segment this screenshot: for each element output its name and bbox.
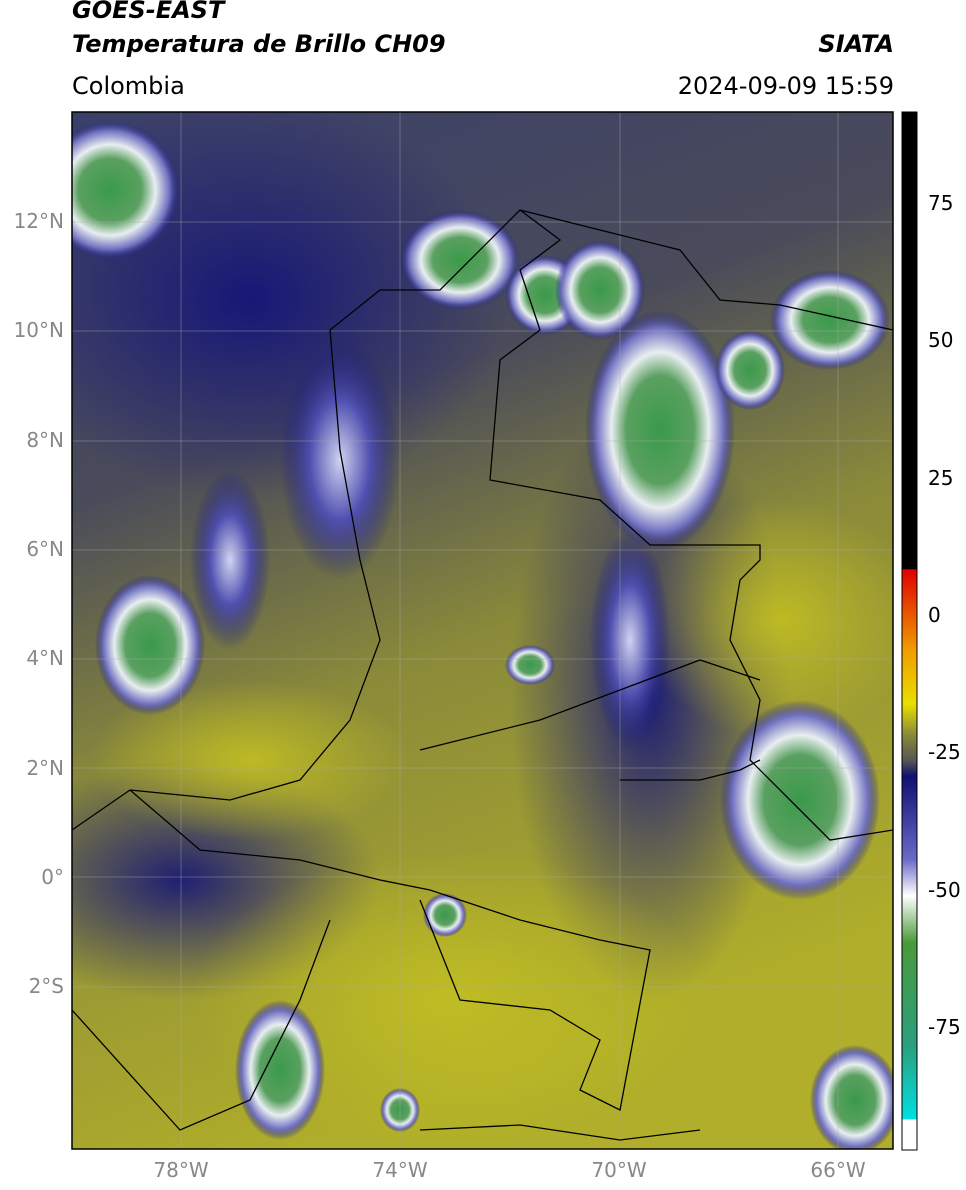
source: SIATA [818, 30, 894, 58]
colorbar-tick-label: 0 [928, 602, 941, 627]
satellite-image [72, 112, 893, 1149]
lat-label: 8°N [26, 427, 64, 452]
lat-label: 2°N [26, 755, 64, 780]
lat-label: 4°N [26, 646, 64, 671]
colorbar [901, 111, 918, 1151]
colorbar-tick-label: -75 [928, 1014, 961, 1039]
colorbar-tick-label: 50 [928, 328, 954, 353]
colorbar-tick-label: -50 [928, 877, 961, 902]
lon-label: 78°W [153, 1158, 209, 1182]
satellite-title: GOES-EAST [72, 0, 225, 24]
region: Colombia [72, 72, 185, 100]
lat-label: 6°N [26, 536, 64, 561]
borders [72, 209, 893, 1141]
graticule [72, 112, 893, 1149]
lon-label: 74°W [372, 1158, 428, 1182]
lat-label: 10°N [13, 318, 64, 343]
lon-label: 70°W [591, 1158, 647, 1182]
lat-label: 2°S [28, 974, 64, 999]
product-title: Temperatura de Brillo CH09 [72, 30, 446, 58]
colorbar-tick-label: -25 [928, 740, 961, 765]
lat-label: 0° [41, 864, 64, 889]
lon-label: 66°W [810, 1158, 866, 1182]
lat-label: 12°N [13, 209, 64, 233]
colorbar-tick-label: 25 [928, 465, 954, 490]
colorbar-tick-label: 75 [928, 191, 954, 215]
map-frame [71, 111, 894, 1150]
timestamp: 2024-09-09 15:59 [677, 72, 894, 100]
